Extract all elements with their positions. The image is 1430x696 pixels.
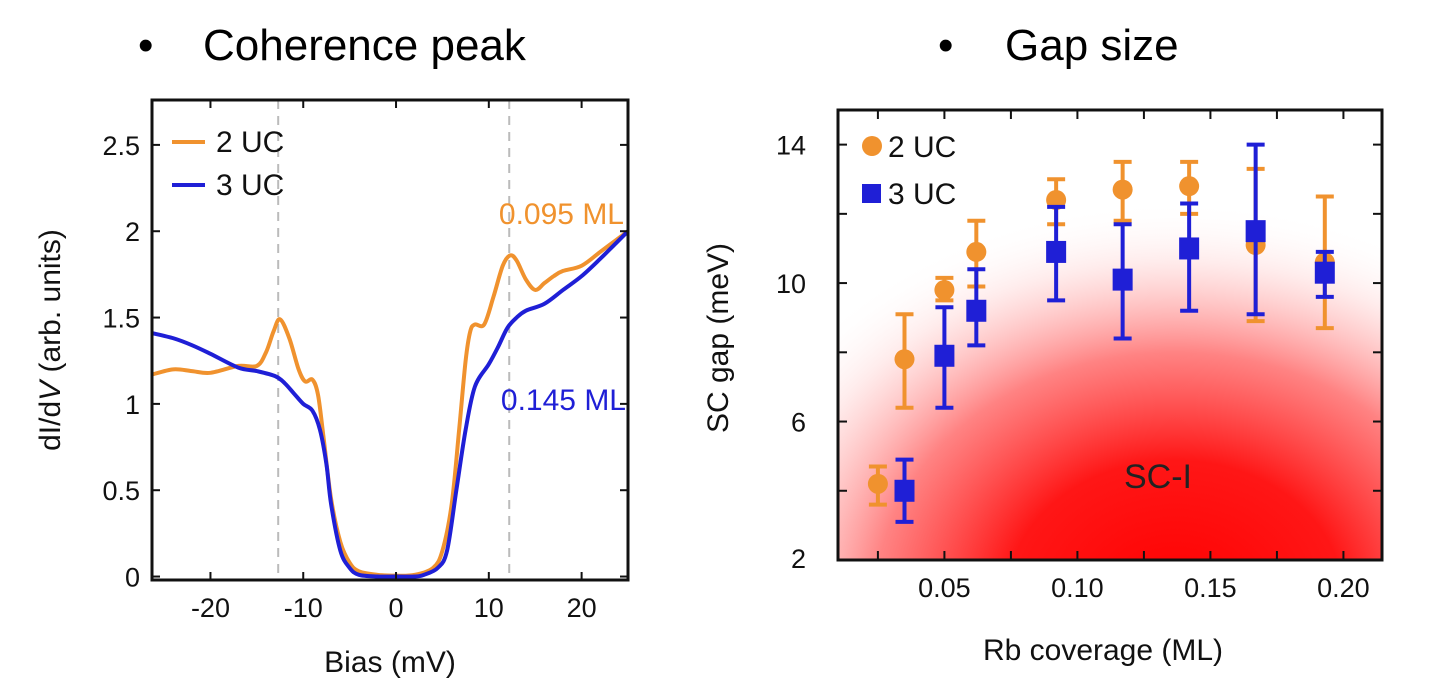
y-tick-label: 0.5 [102,476,140,506]
y-tick-label: 2.5 [102,131,140,161]
marker-square [934,344,955,367]
y-tick-label: 10 [776,269,806,299]
x-axis-label: Rb coverage (ML) [983,634,1223,667]
x-tick-label: 0.10 [1051,573,1104,603]
marker-square [894,479,915,502]
legend: 2 UC 3 UC [172,126,284,202]
marker-square [1245,220,1266,243]
legend-label-3uc: 3 UC [216,169,284,202]
marker-square [1179,237,1200,260]
legend-marker-3uc [862,184,881,203]
y-tick-label: 0 [125,563,140,593]
gap-size-chart: SC-I 0.05 0.10 0.15 0.20 2 6 10 14 2 UC 3 UC Rb… [702,108,1384,667]
bullet: • [138,21,153,70]
y-tick-label: 1.5 [102,304,140,334]
y-tick-label: 2 [791,544,806,574]
data-point-3uc [966,267,987,348]
x-tick-label: -20 [191,593,230,623]
data-point-3uc [894,457,915,524]
right-heading-text: Gap size [1005,21,1179,70]
x-tick-label: 0.15 [1184,573,1237,603]
marker-circle [1179,176,1200,197]
data-point-3uc [1245,142,1266,317]
plot-frame [150,98,630,582]
marker-circle [894,349,915,370]
legend-label-3uc: 3 UC [888,178,956,211]
x-tick-label: 20 [567,593,597,623]
legend-label-2uc: 2 UC [888,131,956,164]
x-axis-label: Bias (mV) [324,646,456,679]
marker-square [966,299,987,322]
y-tick-label: 1 [125,390,140,420]
data-point-3uc [1112,222,1133,341]
y-tick-label: 6 [791,408,806,438]
data-point-3uc [934,305,955,410]
data-point-3uc [1314,249,1335,299]
x-tick-label: -10 [284,593,323,623]
data-point-2uc [1112,159,1133,223]
data-point-2uc [867,464,888,507]
right-heading: • Gap size [938,21,1179,70]
annotation-0145: 0.145 ML [501,384,626,417]
left-heading-text: Coherence peak [203,21,527,70]
y-tick-label: 14 [776,131,806,161]
annotation-0095: 0.095 ML [499,198,624,231]
legend-label-2uc: 2 UC [216,126,284,159]
bullet: • [938,21,953,70]
marker-square [1046,240,1067,263]
marker-circle [1112,179,1133,200]
sc-i-region [838,110,1382,560]
x-tick-label: 0 [389,593,404,623]
marker-circle [966,241,987,262]
y-axis-label: dI/dV (arb. units) [34,229,67,451]
x-tick-label: 0.20 [1317,573,1370,603]
y-tick-label: 2 [125,217,140,247]
marker-circle [934,280,955,300]
plot-frame [836,108,1384,562]
legend-marker-2uc [862,136,882,156]
marker-square [1314,261,1335,284]
data-point-3uc [1046,204,1067,303]
data-point-3uc [1179,201,1200,313]
legend: 2 UC 3 UC [862,131,956,211]
y-axis-label: SC gap (meV) [702,243,735,433]
x-tick-label: 0.05 [918,573,971,603]
marker-square [1112,268,1133,291]
coherence-peak-chart: -20 -10 0 10 20 0 0.5 1 1.5 2 2.5 2 UC 3 UC 0.095 … [34,98,630,679]
left-heading: • Coherence peak [138,21,527,70]
marker-circle [867,473,888,494]
data-point-2uc [894,312,915,410]
x-tick-label: 10 [474,593,504,623]
sc-i-label: SC-I [1124,458,1192,496]
data-point-2uc [934,275,955,303]
